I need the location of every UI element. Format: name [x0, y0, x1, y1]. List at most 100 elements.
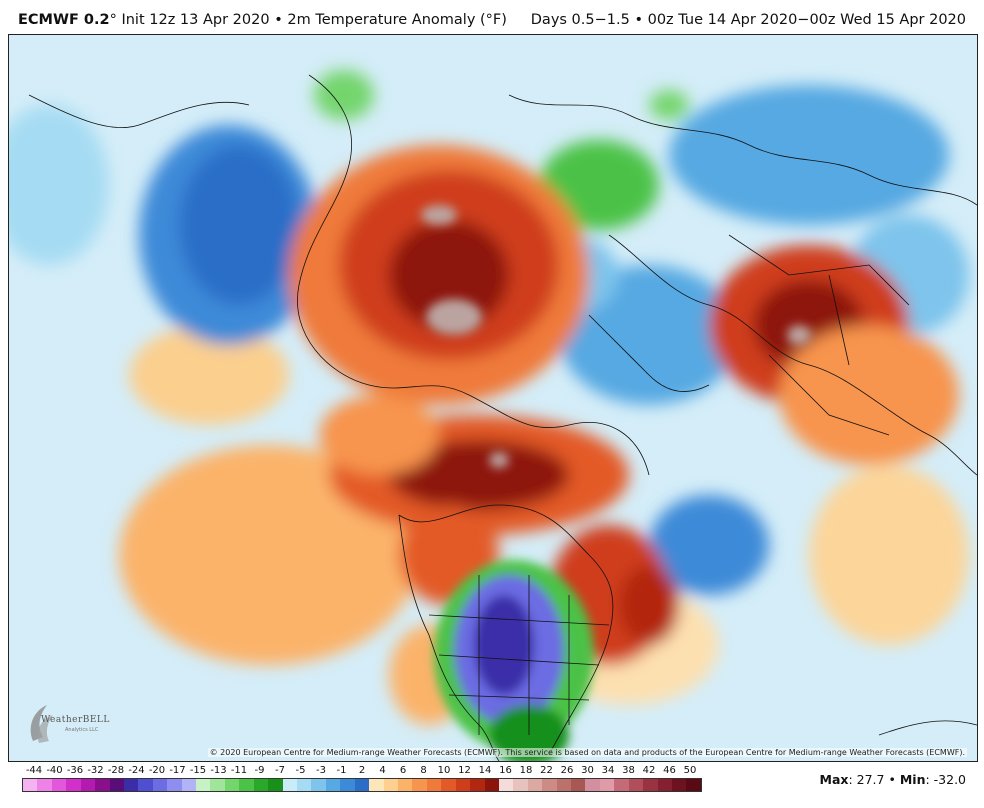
scale-cell	[397, 779, 413, 791]
scale-cell	[585, 779, 600, 791]
scale-tick-label: -13	[210, 765, 227, 776]
scale-cell	[311, 779, 326, 791]
scale-labels: -44 -40 -36 -32 -28 -24 -20 -17 -15 -13 -11 -9 -7 -5-…	[22, 764, 702, 778]
scale-tick-label: 12	[458, 765, 471, 776]
max-value: 27.7	[856, 772, 885, 787]
scale-tick-label: -40	[46, 765, 63, 776]
scale-tick-label: 34	[601, 765, 615, 776]
scale-tick-label: -15	[189, 765, 207, 776]
scale-cell	[369, 779, 384, 791]
scale-cell	[181, 779, 197, 791]
title-bullet: •	[274, 12, 283, 28]
scale-tick-label: 30	[581, 765, 594, 776]
scale-cell	[224, 779, 240, 791]
scale-cell	[599, 779, 615, 791]
scale-cell	[325, 779, 341, 791]
scale-tick-label: -24	[128, 765, 145, 776]
product-name: 2m Temperature Anomaly (°F)	[287, 12, 507, 28]
scale-cell	[95, 779, 110, 791]
scale-cell	[297, 779, 312, 791]
max-label: Max	[819, 772, 849, 787]
scale-cell	[383, 779, 398, 791]
scale-cell	[426, 779, 442, 791]
scale-cell	[686, 779, 701, 791]
scale-tick-label: 26	[560, 765, 574, 776]
scale-tick-label: -20	[148, 765, 166, 776]
weatherbell-logo: WeatherBELL Analytics LLC	[23, 697, 109, 747]
min-label: Min	[899, 772, 926, 787]
scale-tick-label: -32	[87, 765, 104, 776]
scale-tick-label: -9	[254, 765, 265, 776]
map[interactable]: WeatherBELL Analytics LLC © 2020 Europea…	[8, 34, 978, 762]
scale-tick-label: 8	[420, 765, 427, 776]
scale-cell	[556, 779, 572, 791]
scale-tick-label: -36	[66, 765, 84, 776]
scale-tick-label: -44	[25, 765, 43, 776]
map-title: ECMWF 0.2° Init 12z 13 Apr 2020 • 2m Tem…	[18, 12, 507, 28]
coastlines	[28, 74, 977, 761]
header: ECMWF 0.2° Init 12z 13 Apr 2020 • 2m Tem…	[0, 0, 984, 34]
scale-cell	[37, 779, 52, 791]
scale-cell	[239, 779, 254, 791]
scale-bar	[22, 778, 702, 792]
scale-cell	[354, 779, 370, 791]
scale-cell	[455, 779, 471, 791]
valid-time: Days 0.5−1.5 • 00z Tue 14 Apr 2020−00z W…	[530, 12, 966, 28]
degree-mark: °	[109, 12, 117, 28]
scale-cell	[527, 779, 543, 791]
scale-tick-label: 2	[358, 765, 366, 776]
scale-cell	[167, 779, 182, 791]
scale-cell	[628, 779, 644, 791]
scale-cell	[80, 779, 96, 791]
scale-tick-label: -5	[295, 765, 306, 776]
init-time: Init 12z 13 Apr 2020	[121, 12, 270, 28]
logo-swirl-icon	[30, 705, 53, 743]
model-name: ECMWF 0.2	[18, 12, 110, 28]
min-value: -32.0	[933, 772, 966, 787]
scale-tick-label: 16	[499, 765, 512, 776]
scale-cell	[282, 779, 298, 791]
scale-cell	[571, 779, 586, 791]
scale-tick-label: 6	[399, 765, 407, 776]
scale-tick-label: -1	[336, 765, 347, 776]
scale-cell	[23, 779, 38, 791]
scale-tick-label: 14	[478, 765, 492, 776]
scale-cell	[671, 779, 687, 791]
scale-cell	[253, 779, 269, 791]
scale-cell	[441, 779, 456, 791]
scale-tick-label: 38	[622, 765, 635, 776]
scale-tick-label: 50	[683, 765, 697, 776]
color-scale: -44 -40 -36 -32 -28 -24 -20 -17 -15 -13 -11 -9 -7 -5-…	[22, 764, 702, 804]
max-min-separator: •	[888, 772, 896, 787]
scale-cell	[138, 779, 153, 791]
scale-tick-label: -17	[169, 765, 186, 776]
anomaly-map	[9, 35, 977, 761]
scale-cell	[542, 779, 557, 791]
scale-cell	[498, 779, 514, 791]
scale-tick-label: 42	[642, 765, 656, 776]
scale-tick-label: -3	[316, 765, 326, 776]
scale-cell	[152, 779, 168, 791]
copyright-notice: © 2020 European Centre for Medium-range …	[207, 748, 967, 757]
scale-tick-label: 22	[540, 765, 553, 776]
max-min-readout: Max: 27.7 • Min: -32.0	[819, 772, 966, 787]
scale-cell	[484, 779, 499, 791]
scale-tick-label: 18	[519, 765, 533, 776]
scale-cell	[51, 779, 67, 791]
scale-cell	[109, 779, 124, 791]
scale-cell	[268, 779, 283, 791]
logo-text: WeatherBELL	[41, 715, 110, 725]
scale-cell	[340, 779, 355, 791]
scale-tick-label: -11	[230, 765, 248, 776]
scale-cell	[657, 779, 672, 791]
scale-cell	[196, 779, 211, 791]
scale-cell	[210, 779, 225, 791]
scale-tick-label: -28	[107, 765, 125, 776]
scale-cell	[66, 779, 81, 791]
scale-cell	[513, 779, 528, 791]
scale-cell	[123, 779, 139, 791]
scale-tick-label: 10	[437, 765, 451, 776]
scale-tick-label: 46	[663, 765, 676, 776]
scale-tick-label: -7	[275, 765, 285, 776]
scale-cell	[470, 779, 485, 791]
